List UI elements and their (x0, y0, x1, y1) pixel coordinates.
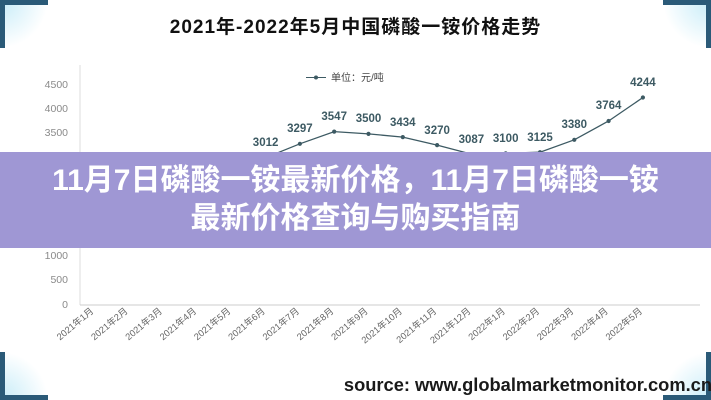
svg-text:3380: 3380 (562, 119, 588, 131)
svg-text:3270: 3270 (424, 125, 450, 137)
svg-text:3547: 3547 (321, 111, 347, 123)
svg-text:2021年7月: 2021年7月 (260, 305, 301, 342)
svg-text:2022年3月: 2022年3月 (534, 305, 575, 342)
svg-text:4000: 4000 (45, 103, 69, 115)
svg-text:2021年3月: 2021年3月 (123, 305, 164, 342)
svg-text:3125: 3125 (527, 132, 553, 144)
svg-text:4244: 4244 (630, 77, 656, 89)
svg-text:2022年2月: 2022年2月 (500, 305, 541, 342)
svg-text:3012: 3012 (253, 137, 279, 149)
svg-text:2021年4月: 2021年4月 (157, 305, 198, 342)
svg-text:2021年5月: 2021年5月 (191, 305, 232, 342)
svg-text:3087: 3087 (459, 134, 485, 146)
svg-text:3100: 3100 (493, 133, 519, 145)
svg-text:单位：元/吨: 单位：元/吨 (331, 71, 384, 84)
svg-text:2021年8月: 2021年8月 (294, 305, 335, 342)
svg-text:2021年1月: 2021年1月 (54, 305, 95, 342)
svg-text:3434: 3434 (390, 117, 416, 129)
svg-text:3297: 3297 (287, 123, 313, 135)
svg-text:1000: 1000 (45, 250, 69, 262)
svg-text:2022年1月: 2022年1月 (466, 305, 507, 342)
svg-text:3500: 3500 (45, 127, 69, 139)
svg-text:2021年6月: 2021年6月 (226, 305, 267, 342)
svg-text:3500: 3500 (356, 113, 382, 125)
svg-text:500: 500 (50, 274, 68, 286)
svg-text:3764: 3764 (596, 100, 622, 112)
svg-text:2021年2月: 2021年2月 (89, 305, 130, 342)
svg-text:2022年5月: 2022年5月 (603, 305, 644, 342)
svg-text:4500: 4500 (45, 79, 69, 91)
svg-text:2022年4月: 2022年4月 (569, 305, 610, 342)
svg-text:0: 0 (62, 299, 68, 311)
